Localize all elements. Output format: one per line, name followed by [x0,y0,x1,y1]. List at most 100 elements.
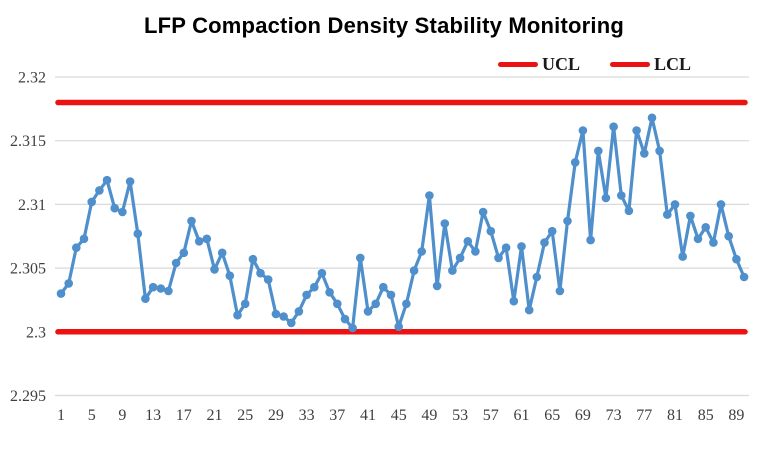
data-point [240,299,250,309]
x-axis-tick-label: 5 [88,407,96,424]
data-point [632,126,641,135]
data-point [394,322,404,332]
data-point [647,113,657,123]
x-axis-tick-label: 65 [544,407,560,424]
y-axis-tick-label: 2.305 [10,261,46,278]
data-point [356,253,365,263]
x-axis-tick-label: 45 [391,407,407,424]
data-point [655,146,664,156]
y-axis-tick-label: 2.32 [18,70,46,87]
data-point [640,149,649,158]
data-point [64,279,73,288]
data-point [701,223,710,232]
x-axis-tick-label: 69 [575,407,591,424]
data-point [179,248,189,258]
ucl-line-swatch [498,62,538,67]
data-point [386,290,396,300]
data-point [225,271,235,281]
data-point [524,305,534,315]
data-point [678,252,687,261]
x-axis-tick-label: 21 [207,407,223,424]
data-point [133,229,143,238]
data-point [279,312,288,321]
data-point [256,268,265,278]
x-axis-tick-label: 77 [636,407,652,424]
x-axis-tick-label: 41 [360,407,376,424]
data-point [440,219,450,228]
data-point [716,200,726,209]
data-point [233,310,242,320]
chart-title: LFP Compaction Density Stability Monitor… [144,13,624,38]
data-point [547,226,557,236]
lcl-legend-label: LCL [654,54,692,74]
data-point [363,307,373,316]
data-point [724,231,733,241]
data-point [739,272,749,282]
data-point [563,216,572,226]
x-axis-tick-label: 1 [57,407,65,424]
data-point [72,243,81,252]
x-axis-tick-label: 53 [452,407,468,424]
data-point [670,200,680,209]
data-point [402,299,411,309]
data-point [617,191,626,200]
data-point [624,206,634,216]
legend-item-lcl: LCL [610,54,691,75]
x-axis-tick-label: 89 [728,407,744,424]
data-point [609,122,618,131]
x-axis-tick-label: 17 [176,407,192,424]
data-point [287,318,296,328]
data-point [110,203,119,213]
data-point [732,254,741,264]
data-point [294,307,304,316]
data-point [379,282,388,292]
data-point [663,210,672,219]
data-point [302,290,311,300]
x-axis-tick-label: 25 [237,407,253,424]
data-point [263,275,273,284]
data-point [56,289,66,298]
data-point [532,272,542,282]
data-point [217,248,227,258]
data-point [570,158,580,167]
data-point [517,242,526,251]
data-point [448,266,457,275]
data-point [202,234,212,244]
ucl-legend-label: UCL [542,54,581,74]
legend-item-ucl: UCL [498,54,580,75]
data-point [693,234,703,244]
data-point [501,243,511,252]
y-axis-tick-label: 2.31 [18,197,46,214]
data-point [156,284,166,293]
x-axis-tick-label: 85 [698,407,714,424]
data-point [325,288,334,297]
x-axis-tick-label: 13 [145,407,161,424]
data-point [210,265,219,274]
data-point [709,238,718,247]
data-point [509,296,519,306]
y-axis-tick-label: 2.3 [26,324,46,341]
chart-legend: UCL LCL [498,54,691,75]
data-point [118,207,127,217]
data-point [371,299,381,309]
data-point [171,258,181,268]
data-point [417,247,427,256]
x-axis-tick-label: 81 [667,407,683,424]
density-series-line [59,116,746,330]
data-point [164,286,173,296]
data-point [432,281,442,291]
data-point [594,146,603,156]
data-point [555,286,565,296]
x-axis-tick-label: 57 [483,407,499,424]
data-point [463,237,473,246]
data-point [409,266,419,275]
data-point [340,314,350,324]
data-point [486,226,496,236]
x-axis-tick-label: 29 [268,407,284,424]
data-point [194,237,204,246]
y-axis-tick-label: 2.295 [10,388,46,405]
data-point [125,177,135,186]
x-axis-tick-label: 33 [299,407,315,424]
data-point [102,175,112,185]
x-axis-tick-label: 49 [421,407,437,424]
